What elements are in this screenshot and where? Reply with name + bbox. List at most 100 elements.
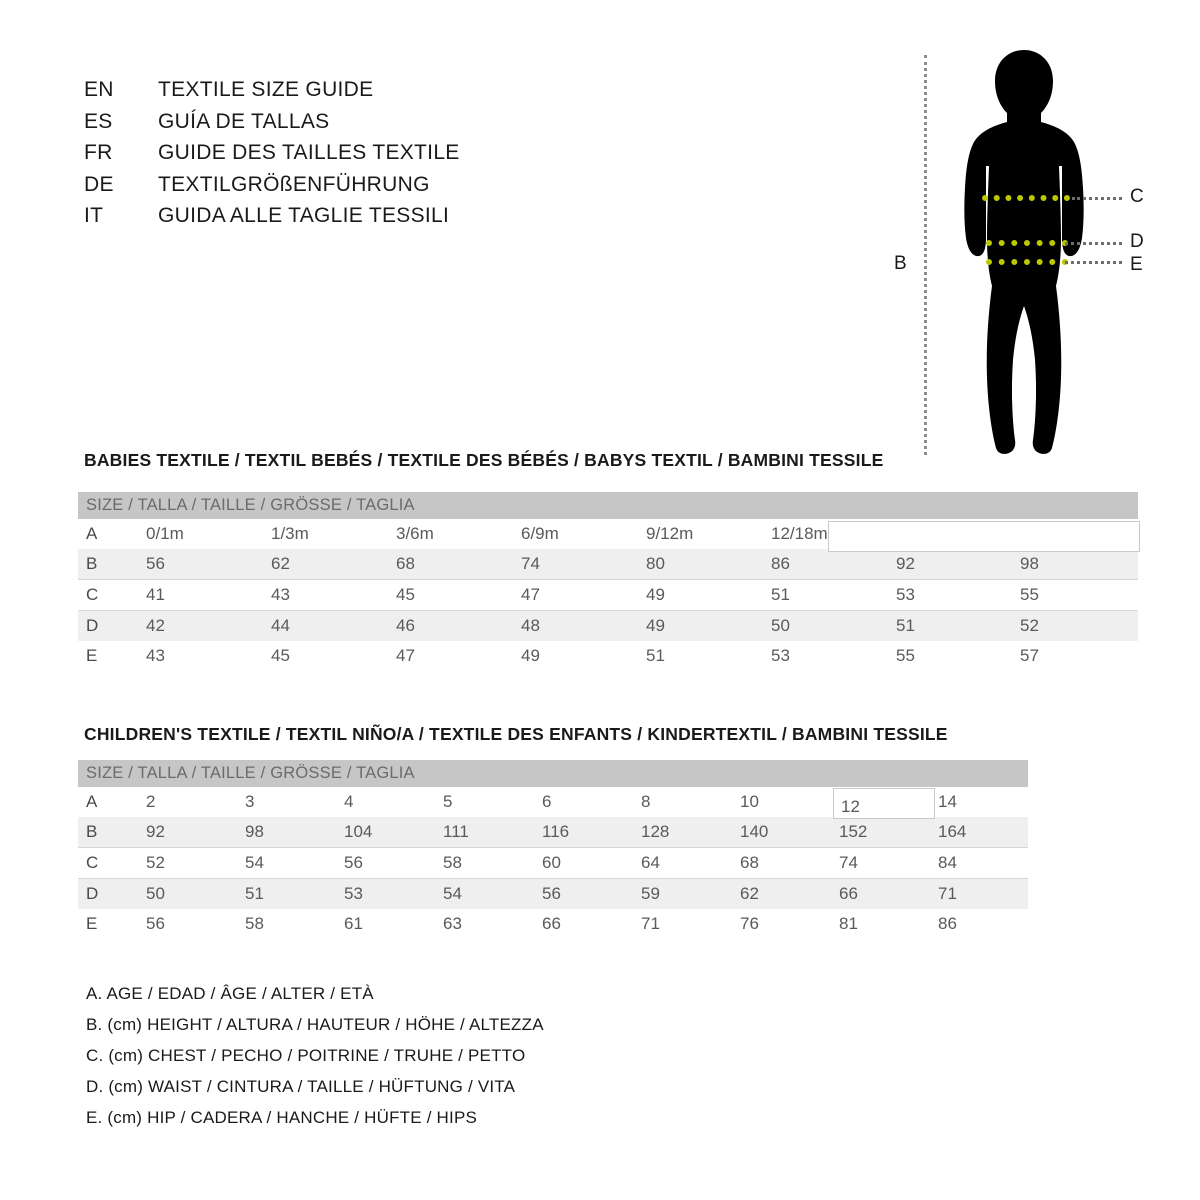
table-cell: 4 [344,792,354,811]
table-row: C 41 43 45 47 49 51 53 55 [78,579,1139,611]
legend-item-hip: E. (cm) HIP / CADERA / HANCHE / HÜFTE / … [86,1108,478,1127]
waist-leader-line [1065,242,1122,245]
legend-item-age: A. AGE / EDAD / ÂGE / ALTER / ETÀ [86,984,374,1003]
table-cell: 58 [245,914,264,933]
table-row: E 43 45 47 49 51 53 55 57 [78,641,1138,671]
table-cell: 98 [239,817,338,848]
language-title: GUIDE DES TAILLES TEXTILE [158,141,460,164]
table-row: D 42 44 46 48 49 50 51 52 [78,610,1139,641]
table-cell: 104 [338,817,437,848]
row-key: B [78,817,140,848]
table-cell: 56 [140,549,265,580]
table-cell: 63 [443,914,462,933]
table-cell: 41 [140,579,265,611]
table-cell: 3/6m [396,524,434,543]
table-cell: 53 [890,579,1014,611]
table-cell: 1/3m [271,524,309,543]
row-key: C [78,579,140,611]
table-cell: 51 [890,610,1014,641]
table-cell: 140 [734,817,833,848]
table-cell: 14 [938,792,957,811]
table-cell: 76 [740,914,759,933]
table-cell: 3 [245,792,255,811]
hip-measure-line [986,259,1068,265]
table-cell: 56 [536,878,635,909]
language-code: EN [84,78,114,101]
table-cell: 128 [635,817,734,848]
table-row: C 52 54 56 58 60 64 68 74 84 [78,847,1029,879]
legend-item-waist: D. (cm) WAIST / CINTURA / TAILLE / HÜFTU… [86,1077,516,1096]
chest-marker-label: C [1130,186,1144,207]
row-key: E [86,914,98,933]
table-cell: 52 [1014,610,1139,641]
table-cell: 92 [890,549,1014,580]
babies-table-bar: SIZE / TALLA / TAILLE / GRÖSSE / TAGLIA [78,492,1139,519]
row-key: E [86,646,98,665]
table-cell: 81 [839,914,858,933]
table-cell: 64 [635,847,734,879]
table-cell: 50 [765,610,890,641]
children-bar-label: SIZE / TALLA / TAILLE / GRÖSSE / TAGLIA [78,760,1029,787]
children-size-highlight-box[interactable]: 12 [833,788,935,819]
row-key: D [78,878,140,909]
table-cell: 51 [646,646,665,665]
babies-section-caption: BABIES TEXTILE / TEXTIL BEBÉS / TEXTILE … [84,450,884,470]
table-cell: 86 [938,914,957,933]
language-code: IT [84,204,104,227]
row-key: A [86,792,98,811]
table-cell: 55 [1014,579,1139,611]
table-cell: 66 [542,914,561,933]
table-cell: 53 [338,878,437,909]
chest-measure-line [982,195,1070,201]
children-size-table: SIZE / TALLA / TAILLE / GRÖSSE / TAGLIA … [78,760,1029,939]
height-axis-dotted-line [924,55,927,455]
table-row: B 56 62 68 74 80 86 92 98 [78,549,1139,580]
table-cell: 47 [396,646,415,665]
language-title: TEXTILGRÖßENFÜHRUNG [158,172,430,196]
table-cell: 45 [271,646,290,665]
row-key: B [78,549,140,580]
language-title: GUIDA ALLE TAGLIE TESSILI [158,204,450,227]
table-cell: 47 [515,579,640,611]
table-cell: 80 [640,549,765,580]
babies-size-table: SIZE / TALLA / TAILLE / GRÖSSE / TAGLIA … [78,492,1139,671]
table-cell: 6/9m [521,524,559,543]
row-key: D [78,610,140,641]
children-size-highlight-value: 12 [841,797,860,816]
child-silhouette-icon [964,50,1084,454]
legend-item-chest: C. (cm) CHEST / PECHO / POITRINE / TRUHE… [86,1046,526,1065]
table-cell: 9/12m [646,524,694,543]
hip-marker-label: E [1130,254,1143,275]
table-cell: 2 [146,792,156,811]
height-marker-label: B [894,253,907,274]
table-cell: 74 [515,549,640,580]
table-cell: 98 [1014,549,1139,580]
table-cell: 68 [734,847,833,879]
language-code: FR [84,141,113,164]
table-cell: 58 [437,847,536,879]
waist-measure-line [986,240,1068,246]
language-row-es: ES GUÍA DE TALLAS [84,110,604,142]
table-cell: 71 [641,914,660,933]
table-row: A 2 3 4 5 6 8 10 14 [78,787,1028,817]
table-cell: 42 [140,610,265,641]
measurement-legend: A. AGE / EDAD / ÂGE / ALTER / ETÀ B. (cm… [86,978,544,1133]
language-row-fr: FR GUIDE DES TAILLES TEXTILE [84,141,604,173]
table-cell: 116 [536,817,635,848]
table-cell: 60 [536,847,635,879]
table-cell: 10 [740,792,759,811]
babies-bar-label: SIZE / TALLA / TAILLE / GRÖSSE / TAGLIA [78,492,1139,519]
table-cell: 49 [521,646,540,665]
children-table-bar: SIZE / TALLA / TAILLE / GRÖSSE / TAGLIA [78,760,1029,787]
table-cell: 45 [390,579,515,611]
table-cell: 54 [437,878,536,909]
babies-size-highlight-box[interactable] [828,521,1140,552]
table-cell: 51 [239,878,338,909]
table-cell: 55 [896,646,915,665]
table-cell: 53 [771,646,790,665]
table-cell: 49 [640,579,765,611]
language-title: GUÍA DE TALLAS [158,109,330,133]
table-cell: 84 [932,847,1029,879]
table-cell: 52 [140,847,239,879]
table-cell: 51 [765,579,890,611]
